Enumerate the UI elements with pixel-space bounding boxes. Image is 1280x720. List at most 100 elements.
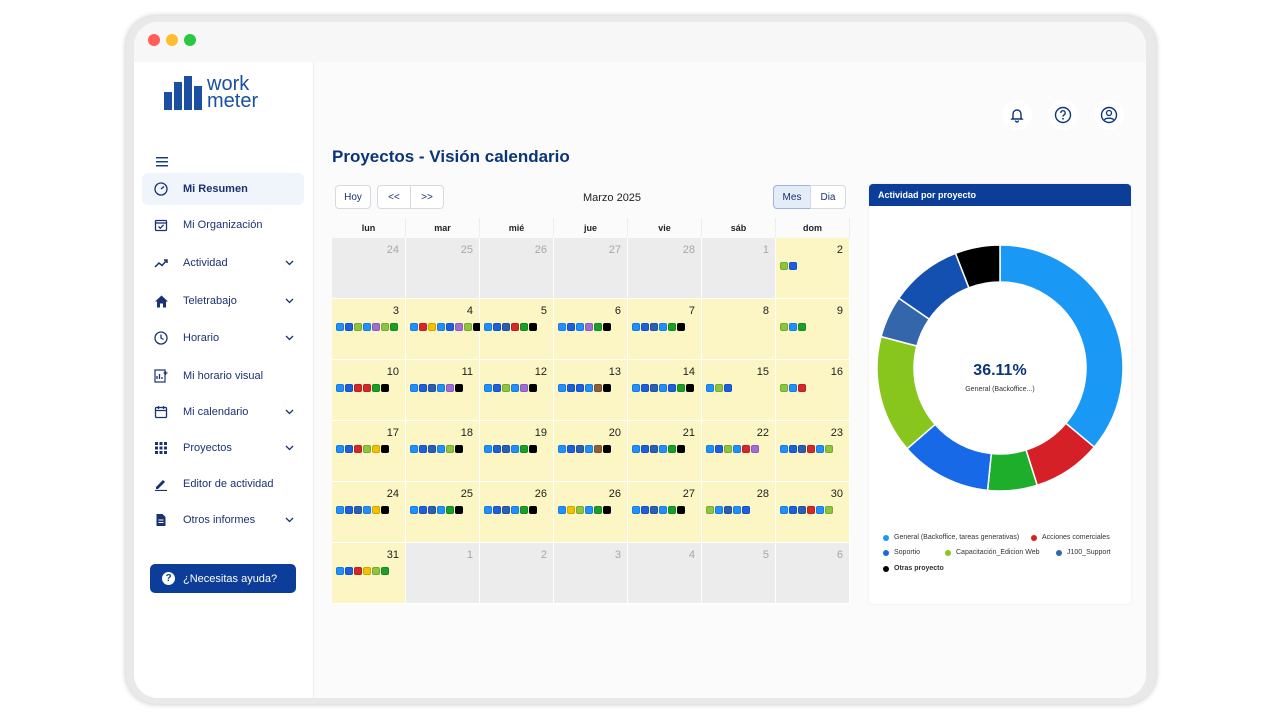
project-marker-icon[interactable] [706,506,714,514]
project-marker-icon[interactable] [650,445,658,453]
sidebar-item-5[interactable]: Mi horario visual [142,360,304,392]
legend-item[interactable]: J100_Support [1056,549,1111,556]
legend-item[interactable]: Capacitación_Edicion Web [945,549,1040,556]
project-marker-icon[interactable] [650,506,658,514]
project-marker-icon[interactable] [437,384,445,392]
project-marker-icon[interactable] [345,506,353,514]
project-marker-icon[interactable] [641,445,649,453]
prev-month-button[interactable]: << [377,185,411,209]
project-marker-icon[interactable] [576,506,584,514]
calendar-day-cell[interactable]: 28 [628,238,702,299]
project-marker-icon[interactable] [520,323,528,331]
project-marker-icon[interactable] [585,506,593,514]
project-marker-icon[interactable] [381,323,389,331]
project-marker-icon[interactable] [733,445,741,453]
project-marker-icon[interactable] [520,506,528,514]
project-marker-icon[interactable] [502,384,510,392]
project-marker-icon[interactable] [529,445,537,453]
project-marker-icon[interactable] [585,323,593,331]
project-marker-icon[interactable] [520,384,528,392]
view-day-button[interactable]: Dia [810,185,846,209]
project-marker-icon[interactable] [419,323,427,331]
calendar-day-cell[interactable]: 26 [480,238,554,299]
notifications-bell-icon[interactable] [1002,100,1032,130]
project-marker-icon[interactable] [529,384,537,392]
project-marker-icon[interactable] [464,323,472,331]
calendar-day-cell[interactable]: 5 [702,543,776,604]
legend-item[interactable]: Soportio [883,549,920,556]
project-marker-icon[interactable] [585,445,593,453]
project-marker-icon[interactable] [511,384,519,392]
minimize-window-button[interactable] [166,34,178,46]
sidebar-item-3[interactable]: Teletrabajo [142,285,304,317]
project-marker-icon[interactable] [677,506,685,514]
project-marker-icon[interactable] [558,445,566,453]
project-marker-icon[interactable] [354,384,362,392]
project-marker-icon[interactable] [455,323,463,331]
project-marker-icon[interactable] [428,384,436,392]
project-marker-icon[interactable] [677,323,685,331]
project-marker-icon[interactable] [576,323,584,331]
project-marker-icon[interactable] [724,445,732,453]
calendar-day-cell[interactable]: 12 [480,360,554,421]
project-marker-icon[interactable] [780,384,788,392]
project-marker-icon[interactable] [668,323,676,331]
project-marker-icon[interactable] [641,384,649,392]
legend-item[interactable]: Acciones comerciales [1031,534,1110,541]
sidebar-item-1[interactable]: Mi Organización [142,209,304,241]
project-marker-icon[interactable] [603,445,611,453]
project-marker-icon[interactable] [336,567,344,575]
project-marker-icon[interactable] [529,506,537,514]
project-marker-icon[interactable] [345,567,353,575]
project-marker-icon[interactable] [345,384,353,392]
project-marker-icon[interactable] [686,384,694,392]
project-marker-icon[interactable] [511,323,519,331]
project-marker-icon[interactable] [668,445,676,453]
project-marker-icon[interactable] [455,506,463,514]
calendar-day-cell[interactable]: 28 [702,482,776,543]
project-marker-icon[interactable] [419,384,427,392]
project-marker-icon[interactable] [724,384,732,392]
project-marker-icon[interactable] [428,323,436,331]
project-marker-icon[interactable] [668,384,676,392]
project-marker-icon[interactable] [446,323,454,331]
project-marker-icon[interactable] [511,506,519,514]
project-marker-icon[interactable] [632,445,640,453]
project-marker-icon[interactable] [446,445,454,453]
project-marker-icon[interactable] [336,323,344,331]
project-marker-icon[interactable] [493,384,501,392]
project-marker-icon[interactable] [558,384,566,392]
project-marker-icon[interactable] [455,445,463,453]
calendar-day-cell[interactable]: 23 [776,421,850,482]
help-circle-icon[interactable] [1048,100,1078,130]
project-marker-icon[interactable] [372,445,380,453]
project-marker-icon[interactable] [594,384,602,392]
project-marker-icon[interactable] [807,506,815,514]
project-marker-icon[interactable] [345,323,353,331]
project-marker-icon[interactable] [520,445,528,453]
project-marker-icon[interactable] [706,445,714,453]
project-marker-icon[interactable] [410,323,418,331]
calendar-day-cell[interactable]: 31 [332,543,406,604]
calendar-day-cell[interactable]: 24 [332,482,406,543]
project-marker-icon[interactable] [641,506,649,514]
project-marker-icon[interactable] [363,506,371,514]
sidebar-item-2[interactable]: Actividad [142,247,304,279]
legend-item[interactable]: Otras proyecto [883,565,944,572]
project-marker-icon[interactable] [381,384,389,392]
project-marker-icon[interactable] [567,384,575,392]
project-marker-icon[interactable] [641,323,649,331]
donut-slice-4[interactable] [876,335,937,450]
project-marker-icon[interactable] [715,445,723,453]
project-marker-icon[interactable] [751,445,759,453]
calendar-day-cell[interactable]: 22 [702,421,776,482]
calendar-day-cell[interactable]: 16 [776,360,850,421]
hamburger-menu-icon[interactable] [156,154,168,172]
calendar-day-cell[interactable]: 2 [480,543,554,604]
calendar-day-cell[interactable]: 4 [406,299,481,360]
project-marker-icon[interactable] [493,445,501,453]
project-marker-icon[interactable] [502,506,510,514]
calendar-day-cell[interactable]: 17 [332,421,406,482]
project-marker-icon[interactable] [603,323,611,331]
project-marker-icon[interactable] [446,506,454,514]
